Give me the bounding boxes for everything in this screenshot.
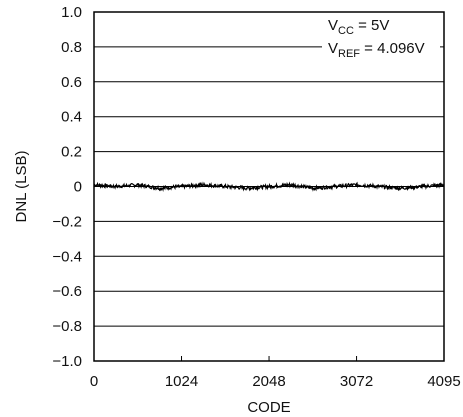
x-axis-label: CODE xyxy=(247,399,290,416)
x-tick-label: 2048 xyxy=(252,373,285,390)
dnl-trace xyxy=(93,181,445,192)
y-tick-label: −0.2 xyxy=(52,213,82,230)
y-tick-label: 0 xyxy=(74,179,82,196)
y-tick-label: 0.4 xyxy=(61,109,82,126)
y-axis-label: DNL (LSB) xyxy=(13,151,30,223)
y-tick-label: 0.6 xyxy=(61,74,82,91)
y-tick-label: −0.6 xyxy=(52,283,82,300)
y-tick-label: −1.0 xyxy=(52,353,82,370)
vref-symbol: V xyxy=(328,40,338,57)
y-axis-ticks: 1.0 0.8 0.6 0.4 0.2 0 −0.2 −0.4 −0.6 −0.8 −1.0 xyxy=(52,4,82,370)
y-tick-label: 1.0 xyxy=(61,4,82,21)
vcc-subscript: CC xyxy=(338,25,354,37)
y-tick-label: −0.8 xyxy=(52,318,82,335)
x-tick-label: 3072 xyxy=(340,373,373,390)
x-axis-ticks: 0 1024 2048 3072 4095 xyxy=(90,356,461,390)
vref-value: = 4.096V xyxy=(360,40,425,57)
x-tick-label: 4095 xyxy=(427,373,460,390)
annotation-background xyxy=(322,38,440,58)
y-tick-label: −0.4 xyxy=(52,248,82,265)
y-tick-label: 0.2 xyxy=(61,144,82,161)
vcc-annotation: VCC = 5V xyxy=(328,17,389,37)
y-tick-label: 0.8 xyxy=(61,39,82,56)
x-tick-label: 0 xyxy=(90,373,98,390)
vref-annotation: VREF = 4.096V xyxy=(328,40,425,60)
vcc-value: = 5V xyxy=(354,17,389,34)
x-tick-label: 1024 xyxy=(165,373,198,390)
vref-subscript: REF xyxy=(338,48,360,60)
vcc-symbol: V xyxy=(328,17,338,34)
